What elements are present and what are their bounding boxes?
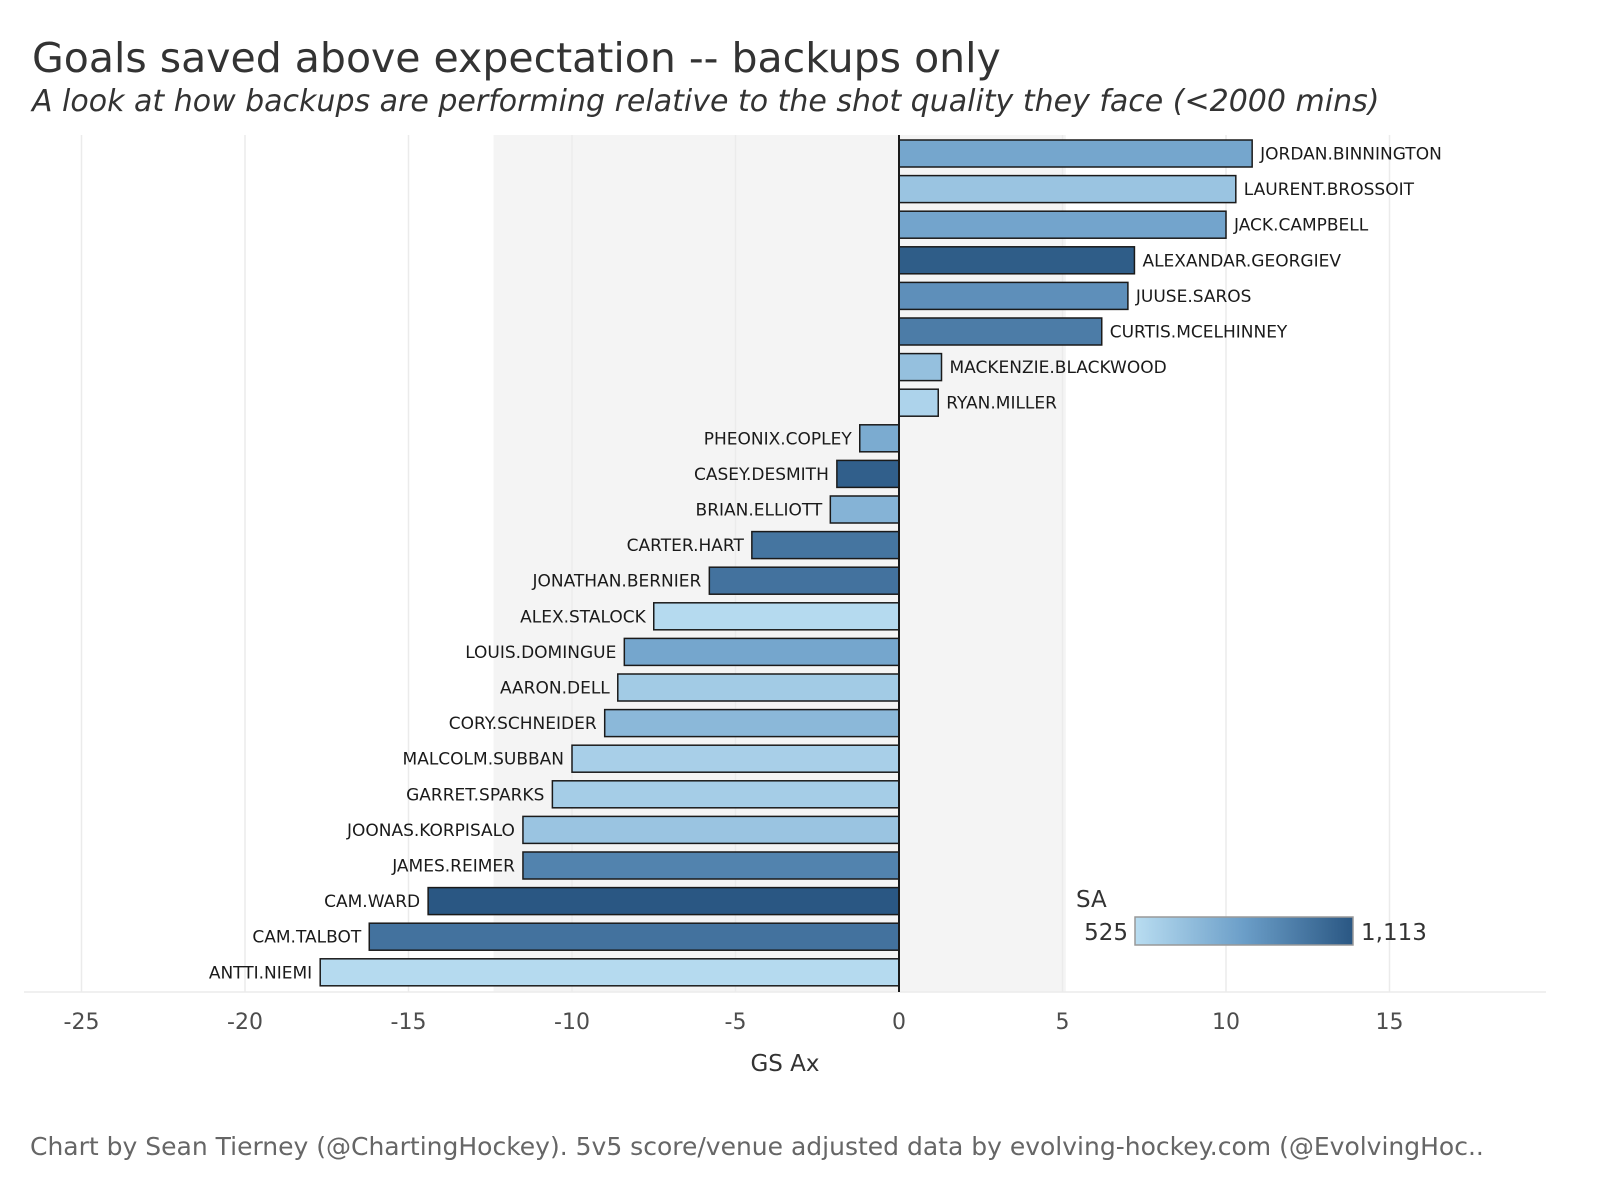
x-tick-label: -10	[554, 1010, 590, 1035]
x-tick-label: 0	[892, 1010, 906, 1035]
bar-label: ANTTI.NIEMI	[209, 963, 312, 983]
bar	[898, 246, 1136, 275]
bar-label: JOONAS.KORPISALO	[346, 821, 515, 841]
x-tick-label: -20	[227, 1010, 263, 1035]
bar-label: JAMES.REIMER	[391, 857, 515, 877]
x-tick-label: -5	[725, 1010, 747, 1035]
plot-background	[24, 135, 1546, 992]
bars	[319, 135, 1253, 992]
bar-label: CURTIS.MCELHINNEY	[1110, 323, 1288, 343]
bar-label: ALEXANDAR.GEORGIEV	[1142, 251, 1341, 271]
bar-labels: JORDAN.BINNINGTON LAURENT.BROSSOIT JACK.CA…	[209, 145, 1442, 984]
chart-title: Goals saved above expectation -- backups…	[32, 34, 1001, 82]
x-tick-label: 5	[1056, 1010, 1070, 1035]
chart-subtitle: A look at how backups are performing rel…	[32, 84, 1380, 119]
bar-label: JORDAN.BINNINGTON	[1259, 145, 1442, 165]
bar	[898, 352, 943, 382]
bar-label: PHEONIX.COPLEY	[704, 429, 853, 449]
legend-max-label: 1,113	[1361, 920, 1427, 946]
bar	[898, 210, 1227, 239]
bar-label: CASEY.DESMITH	[694, 465, 829, 485]
bar	[836, 459, 900, 489]
x-tick-label: 10	[1212, 1010, 1240, 1035]
bar-label: LAURENT.BROSSOIT	[1244, 180, 1415, 200]
bar	[427, 886, 900, 916]
bar-label: ALEX.STALOCK	[520, 607, 646, 627]
bar	[898, 174, 1237, 204]
bar	[368, 922, 900, 951]
bar	[603, 708, 900, 738]
bar-label: BRIAN.ELLIOTT	[696, 501, 823, 521]
bar	[623, 637, 900, 667]
bar	[751, 530, 900, 560]
bar	[319, 958, 900, 987]
shaded-band	[493, 135, 1066, 992]
bar-label: CORY.SCHNEIDER	[449, 714, 597, 734]
chart-caption: Chart by Sean Tierney (@ChartingHockey).…	[30, 1132, 1484, 1161]
bar-label: MALCOLM.SUBBAN	[403, 750, 564, 770]
x-axis-ticks: -25 -20 -15 -10 -5 0 5 10 15	[64, 1010, 1404, 1035]
bar	[551, 780, 900, 809]
bar-label: JACK.CAMPBELL	[1233, 216, 1369, 236]
bar	[898, 281, 1129, 311]
bar	[571, 744, 900, 773]
bar	[829, 495, 900, 524]
bar	[617, 673, 900, 702]
bar	[859, 424, 900, 453]
bar	[522, 851, 900, 880]
bar	[898, 388, 939, 417]
bar-label: JONATHAN.BERNIER	[531, 572, 701, 592]
legend-min-label: 525	[1084, 920, 1128, 946]
x-axis-title: GS Ax	[750, 1051, 819, 1077]
bar	[653, 602, 900, 631]
bar-label: JUUSE.SAROS	[1135, 287, 1252, 307]
x-tick-label: 15	[1376, 1010, 1404, 1035]
bar-label: LOUIS.DOMINGUE	[465, 643, 616, 663]
bar-label: AARON.DELL	[500, 679, 610, 699]
bar-label: CAM.WARD	[324, 892, 420, 912]
x-tick-label: -25	[64, 1010, 100, 1035]
bar	[522, 815, 900, 845]
bar-label: CAM.TALBOT	[252, 928, 361, 948]
color-legend: SA 525 1,113	[1076, 887, 1427, 946]
bar-label: GARRET.SPARKS	[406, 785, 544, 805]
bar	[708, 566, 900, 595]
legend-title: SA	[1076, 887, 1107, 913]
x-tick-label: -15	[391, 1010, 427, 1035]
bar	[898, 139, 1253, 168]
bar-label: MACKENZIE.BLACKWOOD	[950, 358, 1167, 378]
bar	[898, 317, 1103, 346]
bar-label: RYAN.MILLER	[946, 394, 1057, 414]
bar-label: CARTER.HART	[627, 536, 745, 556]
legend-colorbar	[1134, 916, 1354, 946]
